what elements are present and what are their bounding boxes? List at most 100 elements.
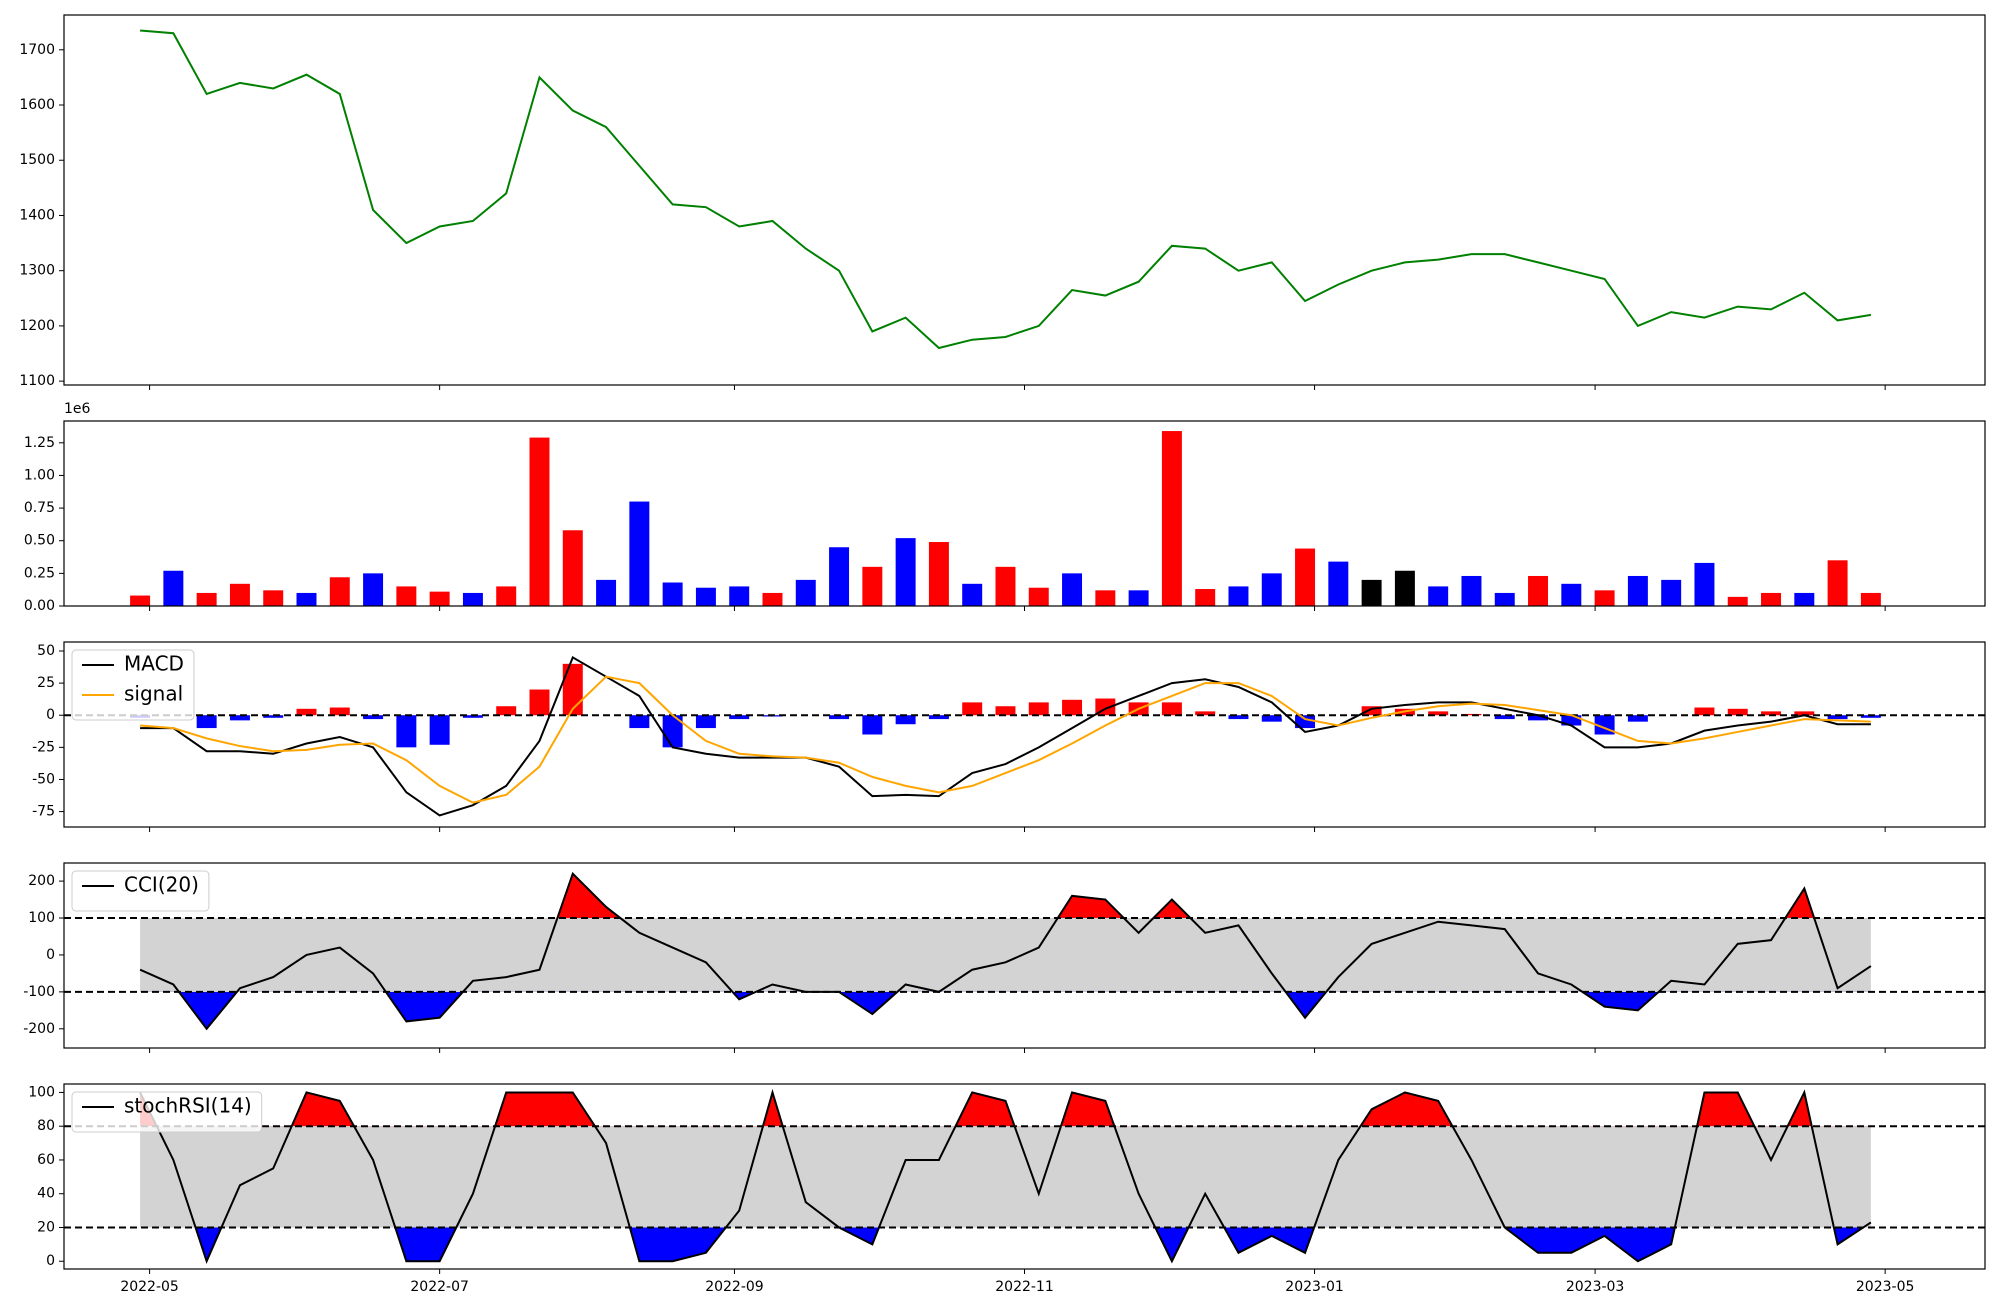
bar: [829, 715, 850, 720]
y-tick-label: 1600: [19, 97, 55, 113]
y-tick-label: 60: [37, 1152, 55, 1168]
bar: [962, 702, 983, 716]
legend: [71, 1091, 263, 1133]
y-tick-label: -50: [32, 771, 55, 787]
bar: [1195, 589, 1216, 606]
bar: [995, 566, 1016, 606]
bar: [1361, 579, 1382, 606]
bar: [1694, 562, 1715, 606]
bar: [1794, 592, 1815, 606]
bar: [429, 715, 450, 745]
x-tick-label: 2022-07: [410, 1279, 469, 1295]
y-tick-label: 25: [37, 675, 55, 691]
bar: [529, 437, 550, 606]
bar: [429, 591, 450, 606]
bar: [596, 579, 617, 606]
band: [140, 1126, 1871, 1228]
bar: [762, 592, 783, 606]
bar: [1860, 592, 1881, 606]
y-tick-label: 1300: [19, 263, 55, 279]
bar: [1161, 702, 1182, 716]
legend-label: stochRSI(14): [124, 1094, 252, 1118]
y-tick-label: -200: [23, 1021, 55, 1037]
above-fill: [140, 873, 1871, 919]
y-tick-label: 1.00: [24, 467, 55, 483]
legend-label: MACD: [124, 652, 184, 676]
line: [139, 29, 1872, 350]
bar: [1228, 586, 1249, 606]
bar: [695, 587, 716, 606]
y-tick-label: -75: [32, 804, 55, 820]
line: [140, 675, 1871, 804]
bar: [396, 586, 417, 606]
bar: [163, 570, 184, 606]
bar: [496, 586, 517, 606]
line: [139, 1088, 1872, 1265]
bar: [329, 577, 350, 606]
panel: [139, 29, 1872, 350]
panel: [64, 655, 1985, 817]
legend-label: signal: [124, 682, 183, 706]
band: [140, 918, 1871, 992]
bar: [662, 582, 683, 606]
bar: [1627, 715, 1648, 722]
panel: [64, 871, 1985, 1031]
y-tick-label: 0.25: [24, 565, 55, 581]
bar: [396, 715, 417, 748]
bar: [1261, 573, 1282, 606]
y-tick-label: 0.00: [24, 598, 55, 614]
bar: [229, 715, 250, 721]
bar: [1161, 431, 1182, 606]
bar: [1860, 715, 1881, 718]
bar: [263, 590, 284, 606]
bar: [329, 707, 350, 716]
bar: [1761, 592, 1782, 606]
y-tick-label: -25: [32, 739, 55, 755]
bar: [1428, 586, 1449, 606]
bar: [1028, 587, 1049, 606]
x-tick-label: 2022-05: [120, 1279, 179, 1295]
x-tick-label: 2023-05: [1856, 1279, 1915, 1295]
bar: [296, 708, 317, 716]
bar: [1594, 590, 1615, 606]
bar: [496, 706, 517, 716]
bar: [1461, 575, 1482, 606]
bar: [729, 586, 750, 606]
line: [140, 655, 1871, 817]
y-tick-label: 1100: [19, 373, 55, 389]
bar: [196, 715, 217, 729]
bar: [1295, 715, 1316, 729]
y-tick-label: 1.25: [24, 435, 55, 451]
y-tick-label: 1500: [19, 152, 55, 168]
bar: [829, 547, 850, 606]
y-tick-label: 1400: [19, 207, 55, 223]
bar: [1727, 708, 1748, 716]
bar: [1328, 561, 1349, 606]
bar: [529, 689, 550, 716]
bar: [196, 592, 217, 606]
bar: [1195, 711, 1216, 716]
bar: [795, 579, 816, 606]
bar: [895, 715, 916, 725]
offset-label: 1e6: [64, 401, 91, 417]
bar: [1727, 596, 1748, 606]
bar: [1627, 575, 1648, 606]
bar: [1827, 715, 1848, 720]
y-tick-label: 200: [28, 873, 55, 889]
bar: [130, 595, 151, 606]
frame: [63, 14, 1986, 386]
bar: [1228, 715, 1249, 720]
bar: [462, 715, 483, 718]
x-tick-label: 2022-09: [705, 1279, 764, 1295]
y-tick-label: 40: [37, 1186, 55, 1202]
bar: [363, 573, 384, 606]
bar: [1394, 570, 1415, 606]
panel: [64, 1088, 1985, 1265]
y-tick-label: 0: [46, 1253, 55, 1269]
bar: [962, 583, 983, 606]
y-tick-label: 80: [37, 1118, 55, 1134]
bar: [1561, 715, 1582, 726]
bar: [695, 715, 716, 729]
y-tick-label: 0.75: [24, 500, 55, 516]
